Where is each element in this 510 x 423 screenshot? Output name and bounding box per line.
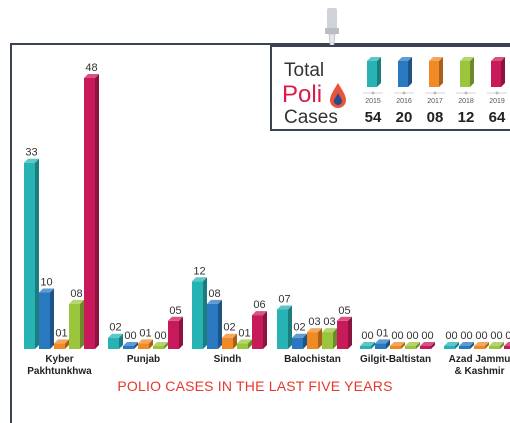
category-label: Balochistan [284, 354, 341, 365]
bar-2018-5 [489, 342, 504, 349]
bar-2018-2 [237, 339, 252, 349]
category-label: Pakhtunkhwa [27, 366, 92, 377]
inset-bar-2015 [367, 57, 381, 87]
bar-value-label: 07 [278, 293, 290, 305]
bar-2015-2 [192, 277, 207, 349]
bar-value-label: 48 [85, 62, 97, 74]
inset-total-value: 20 [396, 109, 413, 126]
inset-bar-2017 [429, 57, 443, 87]
bar-2019-5 [504, 342, 510, 349]
bar-2018-4 [405, 342, 420, 349]
bar-2017-3 [307, 328, 322, 349]
bar-value-label: 33 [25, 147, 37, 159]
bar-2016-0 [39, 288, 54, 349]
bar-2019-0 [84, 74, 99, 349]
bar-2019-3 [337, 316, 352, 349]
chart-frame [10, 43, 510, 423]
inset-total-value: 12 [458, 109, 475, 126]
bar-value-label: 12 [193, 265, 205, 277]
bar-2018-3 [322, 328, 337, 349]
inset-year-label: 2018 [458, 98, 474, 105]
total-cases-panel: Total Poli Cases 2015 54 2016 20 2017 08 2018 12 20… [270, 45, 510, 131]
bar-2016-1 [123, 342, 138, 349]
bar-value-label: 00 [475, 330, 487, 342]
bar-2017-4 [390, 342, 405, 349]
bar-value-label: 00 [154, 330, 166, 342]
bar-value-label: 03 [323, 316, 335, 328]
chart-title: POLIO CASES IN THE LAST FIVE YEARS [117, 378, 393, 394]
inset-bar-2016 [398, 57, 412, 87]
bar-value-label: 10 [40, 277, 52, 289]
category-label: Kyber [45, 354, 73, 365]
bar-2017-1 [138, 339, 153, 349]
bar-value-label: 01 [238, 327, 250, 339]
inset-year-label: 2017 [427, 98, 443, 105]
bar-2019-2 [252, 311, 267, 349]
bar-2016-3 [292, 333, 307, 349]
bar-2015-4 [360, 342, 375, 349]
bar-2015-3 [277, 305, 292, 349]
category-label: & Kashmir [454, 366, 504, 377]
inset-title-cases: Cases [284, 107, 338, 128]
bar-value-label: 02 [293, 322, 305, 334]
category-label: Azad Jammu [449, 354, 510, 365]
drop-icon [330, 83, 346, 108]
bar-2015-1 [108, 333, 123, 349]
category-label: Gilgit-Baltistan [360, 354, 431, 365]
bar-value-label: 08 [70, 288, 82, 300]
bar-value-label: 00 [490, 330, 502, 342]
bar-value-label: 06 [253, 299, 265, 311]
category-label: Sindh [214, 354, 242, 365]
inset-year-label: 2015 [365, 98, 381, 105]
bar-value-label: 01 [376, 327, 388, 339]
bar-2019-4 [420, 342, 435, 349]
inset-bar-2018 [460, 57, 474, 87]
bar-value-label: 00 [406, 330, 418, 342]
bar-value-label: 00 [421, 330, 433, 342]
bar-value-label: 02 [109, 322, 121, 334]
bar-2016-5 [459, 342, 474, 349]
bar-2016-4 [375, 339, 390, 349]
bar-2017-5 [474, 342, 489, 349]
inset-title-polio: Poli [282, 81, 322, 108]
bar-value-label: 05 [169, 305, 181, 317]
inset-bar-2019 [491, 57, 505, 87]
inset-title-total: Total [284, 60, 324, 81]
dropper-icon [325, 8, 339, 53]
bar-value-label: 05 [338, 305, 350, 317]
bar-value-label: 01 [139, 327, 151, 339]
bar-2018-1 [153, 342, 168, 349]
category-label: Punjab [127, 354, 160, 365]
bar-value-label: 00 [124, 330, 136, 342]
bar-2015-0 [24, 158, 39, 349]
inset-total-value: 08 [427, 109, 444, 126]
bar-2017-2 [222, 333, 237, 349]
bar-value-label: 00 [445, 330, 457, 342]
inset-year-label: 2016 [396, 98, 412, 105]
bar-2016-2 [207, 299, 222, 349]
bar-value-label: 00 [460, 330, 472, 342]
inset-total-value: 54 [365, 109, 382, 126]
bar-value-label: 02 [223, 322, 235, 334]
bar-value-label: 00 [505, 330, 510, 342]
bar-value-label: 00 [391, 330, 403, 342]
bar-2019-1 [168, 316, 183, 349]
inset-year-label: 2019 [489, 98, 505, 105]
bar-value-label: 00 [361, 330, 373, 342]
bar-2018-0 [69, 299, 84, 349]
bar-2017-0 [54, 339, 69, 349]
bar-value-label: 03 [308, 316, 320, 328]
bar-value-label: 08 [208, 288, 220, 300]
inset-total-value: 64 [489, 109, 506, 126]
bar-2015-5 [444, 342, 459, 349]
bar-value-label: 01 [55, 327, 67, 339]
